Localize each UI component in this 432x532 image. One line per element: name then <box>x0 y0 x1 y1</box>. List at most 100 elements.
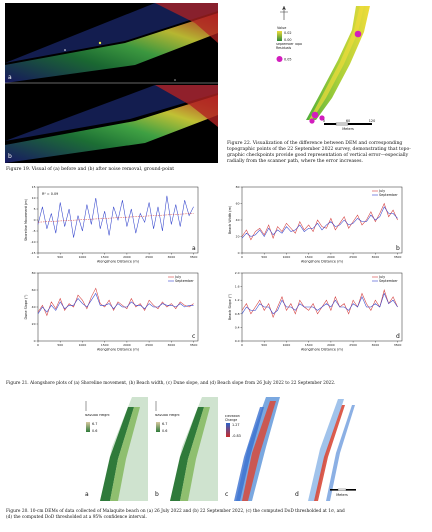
fig21-caption: Figure 21. Alongshore plots of (a) Shore… <box>6 381 336 386</box>
y-tick-label: 0 <box>34 339 36 343</box>
y-tick-label: 80 <box>236 185 240 189</box>
legend-label: July <box>378 275 385 279</box>
chart-frame-b <box>241 186 403 254</box>
x-tick-label: 1500 <box>305 255 313 259</box>
legend-label: September <box>379 193 398 197</box>
series-line-july <box>37 287 194 317</box>
y-tick-label: 80 <box>32 271 36 275</box>
x-tick-label: 0 <box>37 255 39 259</box>
y-tick-label: 5 <box>34 207 36 211</box>
y-tick-label: 20 <box>32 322 36 326</box>
x-tick-label: 500 <box>261 255 267 259</box>
y-tick-label: 0 <box>34 218 36 222</box>
y-tick-label: 60 <box>236 202 240 206</box>
dem-panel-d: d Meters <box>292 397 360 501</box>
x-tick-label: 1000 <box>283 343 291 347</box>
fig20-caption-line-1: Figure 20. 10-cm DEMs of data collected … <box>6 509 345 514</box>
x-tick-label: 500 <box>57 255 63 259</box>
fig22-caption-line-4: radially from the scanner path, where th… <box>227 159 363 164</box>
r-squared-annotation: R² = 0.09 <box>42 192 58 196</box>
fig20c-change-low: -0.83 <box>232 434 241 438</box>
x-axis-label: Alongshore Distance (m) <box>301 348 344 352</box>
y-axis-label: Beach Width (m) <box>228 205 232 234</box>
x-tick-label: 2000 <box>327 255 335 259</box>
fig20c-change-title: Elevation Change <box>225 415 240 422</box>
x-tick-label: 3000 <box>168 255 176 259</box>
x-tick-label: 3500 <box>190 255 198 259</box>
fig20-caption-line-2: (d) the computed DoD thresholded at a 95… <box>6 514 147 520</box>
figure-20: NAVD88 Height 6.7 0.6 a NAVD88 Height 6.… <box>82 397 360 501</box>
x-tick-label: 3500 <box>394 255 402 259</box>
y-tick-label: 10 <box>32 196 36 200</box>
fig22-legend-high: 0.02 <box>284 31 292 35</box>
x-tick-label: 1000 <box>283 255 291 259</box>
x-tick-label: 3500 <box>394 343 402 347</box>
fig22-legend-residual: 0.05 <box>284 58 292 62</box>
x-tick-label: 2500 <box>145 343 153 347</box>
panel-label-d: d <box>396 333 400 340</box>
dem-panel-a: NAVD88 Height 6.7 0.6 a <box>82 397 148 501</box>
x-tick-label: 1500 <box>101 255 109 259</box>
x-axis-label: Alongshore Distance (m) <box>301 260 344 264</box>
x-tick-label: 3000 <box>168 343 176 347</box>
fig20-label-c: c <box>225 491 228 498</box>
point-cloud-image: a b <box>5 3 218 163</box>
y-tick-label: 1.2 <box>235 298 240 302</box>
legend-label: September <box>175 279 194 283</box>
fig19-label-b: b <box>8 153 12 160</box>
x-tick-label: 1000 <box>79 343 87 347</box>
x-tick-label: 1500 <box>305 343 313 347</box>
series-line-shoreline <box>37 195 194 238</box>
fig19-label-a: a <box>8 74 12 81</box>
panel-label-b: b <box>396 245 400 252</box>
fig20b-height-high: 6.7 <box>162 422 167 426</box>
panel-label-a: a <box>192 245 196 252</box>
residual-map: Value 0.02 0.00 September Topo Residuals… <box>276 6 375 131</box>
series-line-july <box>241 289 398 318</box>
y-axis-label: Shoreline Movement (m) <box>24 198 28 241</box>
y-tick-label: 40 <box>32 305 36 309</box>
fig20a-height-low: 0.6 <box>92 429 97 433</box>
y-tick-label: 15 <box>32 185 36 189</box>
trend-line <box>37 213 194 223</box>
fig20b-height-low: 0.6 <box>162 429 167 433</box>
fig20-label-d: d <box>295 491 299 498</box>
x-tick-label: 2500 <box>349 255 357 259</box>
y-tick-label: 20 <box>236 235 240 239</box>
fig19-caption: Figure 19. Visual of (a) before and (b) … <box>6 167 175 172</box>
fig20-label-b: b <box>155 491 159 498</box>
fig20a-height-title: NAVD88 Height <box>85 414 110 417</box>
fig20b-height-title: NAVD88 Height <box>155 414 180 417</box>
y-tick-label: 0.0 <box>235 339 240 343</box>
fig22-scale-unit: Meters <box>342 127 354 131</box>
fig22-value-ramp <box>277 31 282 41</box>
x-tick-label: 2500 <box>349 343 357 347</box>
x-tick-label: 1500 <box>101 343 109 347</box>
y-tick-label: -10 <box>31 240 36 244</box>
x-tick-label: 2000 <box>123 343 131 347</box>
x-axis-label: Alongshore Distance (m) <box>97 260 140 264</box>
north-arrow-icon <box>280 6 288 20</box>
y-tick-label: 60 <box>32 288 36 292</box>
panel-label-c: c <box>192 333 195 340</box>
chart-frame-d <box>241 272 403 342</box>
y-tick-label: 40 <box>236 218 240 222</box>
fig22-caption-line-1: Figure 22. Visualization of the differen… <box>227 141 403 146</box>
y-tick-label: 0.8 <box>235 312 240 316</box>
fig22-caption: Figure 22. Visualization of the differen… <box>227 141 430 165</box>
x-tick-label: 1000 <box>79 255 87 259</box>
fig22-caption-line-2: topographic points of the 22 September 2… <box>227 147 411 152</box>
y-tick-label: 2.0 <box>235 271 240 275</box>
figure-21: 15 10 5 0 -5 -10 -15 0 500 1000 1500 2000 2500 3000 35… <box>16 183 412 365</box>
figure-19: a b <box>5 3 218 163</box>
x-tick-label: 3000 <box>372 343 380 347</box>
fig22-scale-60: 60 <box>346 119 350 123</box>
x-tick-label: 0 <box>241 343 243 347</box>
dem-panel-c: Elevation Change 1.27 -0.83 c <box>222 397 288 501</box>
fig22-scale-120: 120 <box>369 119 375 123</box>
x-tick-label: 2500 <box>145 255 153 259</box>
y-tick-label: -5 <box>33 229 36 233</box>
residual-marker-icon <box>276 56 283 62</box>
legend-label: July <box>378 189 385 193</box>
